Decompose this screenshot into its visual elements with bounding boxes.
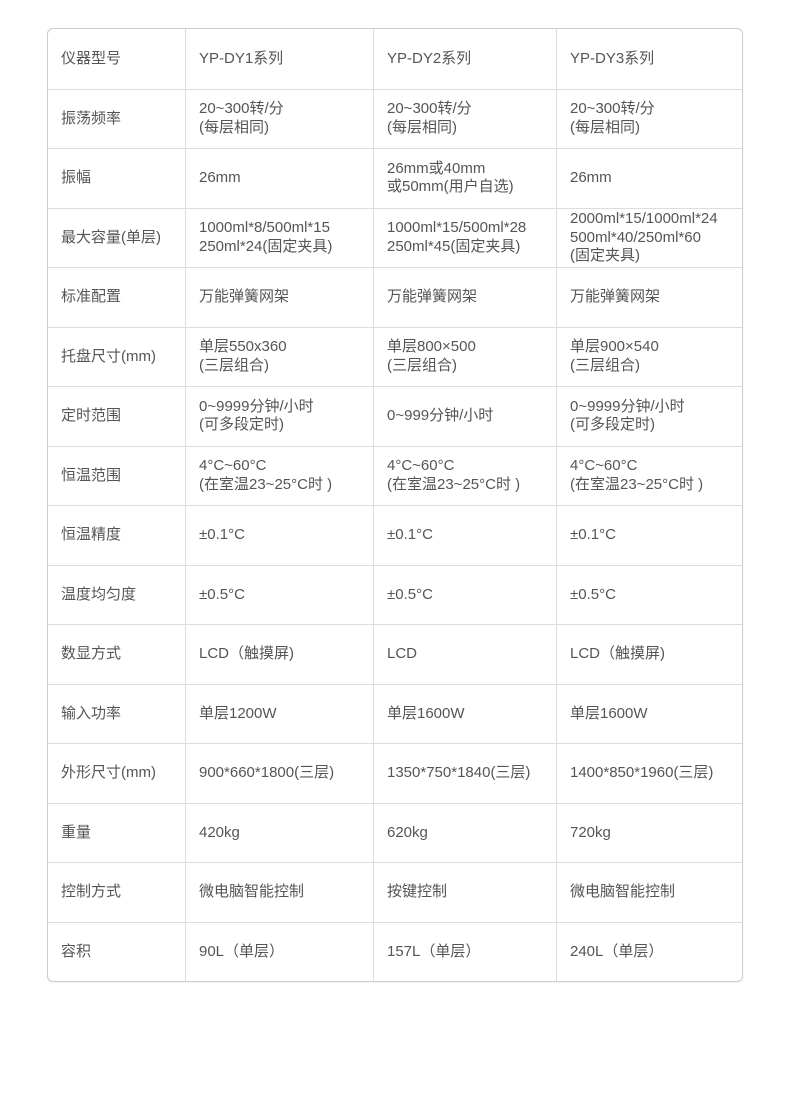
- row-label-cell: 输入功率: [61, 704, 122, 722]
- value-cell-dy2: 4°C~60°C (在室温23~25°C时 ): [373, 446, 556, 505]
- row-label-cell: 恒温范围: [61, 466, 122, 484]
- table-row: 重量 420kg 620kg 720kg: [48, 802, 742, 862]
- value-cell-dy3: 0~9999分钟/小时 (可多段定时): [556, 387, 742, 446]
- value-cell-dy1: 单层550x360 (三层组合): [185, 327, 373, 386]
- value-cell-dy2: ±0.5°C: [373, 565, 556, 624]
- value-cell-dy3: YP-DY3系列: [556, 29, 742, 89]
- value-cell-dy2: 按键控制: [373, 863, 556, 922]
- value-cell-dy1: 微电脑智能控制: [185, 863, 373, 922]
- table-row: 托盘尺寸(mm) 单层550x360 (三层组合) 单层800×500 (三层组…: [48, 326, 742, 386]
- row-label-cell: 仪器型号: [61, 49, 122, 67]
- value-cell-dy3: 1400*850*1960(三层): [556, 744, 742, 803]
- table-row: 数显方式 LCD（触摸屏) LCD LCD（触摸屏): [48, 624, 742, 684]
- row-label-cell: 定时范围: [61, 407, 122, 425]
- row-label-cell: 温度均匀度: [61, 585, 137, 603]
- value-cell-dy1: ±0.5°C: [185, 565, 373, 624]
- row-label-cell: 振幅: [61, 169, 92, 187]
- row-label-cell: 数显方式: [61, 645, 122, 663]
- value-cell-dy1: 0~9999分钟/小时 (可多段定时): [185, 387, 373, 446]
- row-label-cell: 控制方式: [61, 883, 122, 901]
- value-cell-dy2: 0~999分钟/小时: [373, 387, 556, 446]
- value-cell-dy3: 240L（单层）: [556, 922, 742, 981]
- value-cell-dy1: LCD（触摸屏): [185, 625, 373, 684]
- value-cell-dy1: 900*660*1800(三层): [185, 744, 373, 803]
- value-cell-dy2: 20~300转/分 (每层相同): [373, 89, 556, 148]
- table-row: 输入功率 单层1200W 单层1600W 单层1600W: [48, 683, 742, 743]
- value-cell-dy2: 1350*750*1840(三层): [373, 744, 556, 803]
- value-cell-dy1: 万能弹簧网架: [185, 268, 373, 327]
- row-label-cell: 重量: [61, 823, 92, 841]
- value-cell-dy1: 4°C~60°C (在室温23~25°C时 ): [185, 446, 373, 505]
- value-cell-dy2: 单层800×500 (三层组合): [373, 327, 556, 386]
- value-cell-dy3: 720kg: [556, 803, 742, 862]
- value-cell-dy3: 2000ml*15/1000ml*24 500ml*40/250ml*60 (固…: [556, 208, 742, 267]
- row-label-cell: 标准配置: [61, 288, 122, 306]
- value-cell-dy3: ±0.1°C: [556, 506, 742, 565]
- value-cell-dy3: LCD（触摸屏): [556, 625, 742, 684]
- value-cell-dy2: ±0.1°C: [373, 506, 556, 565]
- value-cell-dy1: 90L（单层）: [185, 922, 373, 981]
- row-label-cell: 恒温精度: [61, 526, 122, 544]
- value-cell-dy2: 万能弹簧网架: [373, 268, 556, 327]
- value-cell-dy2: YP-DY2系列: [373, 29, 556, 89]
- table-row: 恒温范围 4°C~60°C (在室温23~25°C时 ) 4°C~60°C (在…: [48, 445, 742, 505]
- value-cell-dy1: 20~300转/分 (每层相同): [185, 89, 373, 148]
- table-row: 温度均匀度 ±0.5°C ±0.5°C ±0.5°C: [48, 564, 742, 624]
- value-cell-dy2: LCD: [373, 625, 556, 684]
- value-cell-dy3: 26mm: [556, 149, 742, 208]
- value-cell-dy2: 1000ml*15/500ml*28 250ml*45(固定夹具): [373, 208, 556, 267]
- value-cell-dy1: YP-DY1系列: [185, 29, 373, 89]
- value-cell-dy1: 26mm: [185, 149, 373, 208]
- value-cell-dy3: 单层1600W: [556, 684, 742, 743]
- value-cell-dy1: ±0.1°C: [185, 506, 373, 565]
- table-row: 定时范围 0~9999分钟/小时 (可多段定时) 0~999分钟/小时 0~99…: [48, 386, 742, 446]
- value-cell-dy3: 单层900×540 (三层组合): [556, 327, 742, 386]
- table-row: 容积 90L（单层） 157L（单层） 240L（单层）: [48, 921, 742, 981]
- row-label-cell: 托盘尺寸(mm): [61, 347, 156, 365]
- value-cell-dy3: ±0.5°C: [556, 565, 742, 624]
- spec-table: 仪器型号 YP-DY1系列 YP-DY2系列 YP-DY3系列 振荡频率 20~…: [47, 28, 743, 982]
- value-cell-dy1: 单层1200W: [185, 684, 373, 743]
- row-label-cell: 容积: [61, 942, 92, 960]
- value-cell-dy2: 26mm或40mm 或50mm(用户自选): [373, 149, 556, 208]
- table-row: 仪器型号 YP-DY1系列 YP-DY2系列 YP-DY3系列: [48, 29, 742, 89]
- table-row: 恒温精度 ±0.1°C ±0.1°C ±0.1°C: [48, 505, 742, 565]
- table-row: 控制方式 微电脑智能控制 按键控制 微电脑智能控制: [48, 862, 742, 922]
- table-row: 最大容量(单层) 1000ml*8/500ml*15 250ml*24(固定夹具…: [48, 207, 742, 267]
- row-label-cell: 振荡频率: [61, 109, 122, 127]
- value-cell-dy1: 420kg: [185, 803, 373, 862]
- value-cell-dy2: 620kg: [373, 803, 556, 862]
- value-cell-dy3: 20~300转/分 (每层相同): [556, 89, 742, 148]
- table-row: 振荡频率 20~300转/分 (每层相同) 20~300转/分 (每层相同) 2…: [48, 88, 742, 148]
- table-row: 振幅 26mm 26mm或40mm 或50mm(用户自选) 26mm: [48, 148, 742, 208]
- table-row: 外形尺寸(mm) 900*660*1800(三层) 1350*750*1840(…: [48, 743, 742, 803]
- value-cell-dy2: 单层1600W: [373, 684, 556, 743]
- value-cell-dy2: 157L（单层）: [373, 922, 556, 981]
- value-cell-dy1: 1000ml*8/500ml*15 250ml*24(固定夹具): [185, 208, 373, 267]
- row-label-cell: 最大容量(单层): [61, 228, 161, 246]
- row-label-cell: 外形尺寸(mm): [61, 764, 156, 782]
- table-row: 标准配置 万能弹簧网架 万能弹簧网架 万能弹簧网架: [48, 267, 742, 327]
- value-cell-dy3: 万能弹簧网架: [556, 268, 742, 327]
- value-cell-dy3: 微电脑智能控制: [556, 863, 742, 922]
- value-cell-dy3: 4°C~60°C (在室温23~25°C时 ): [556, 446, 742, 505]
